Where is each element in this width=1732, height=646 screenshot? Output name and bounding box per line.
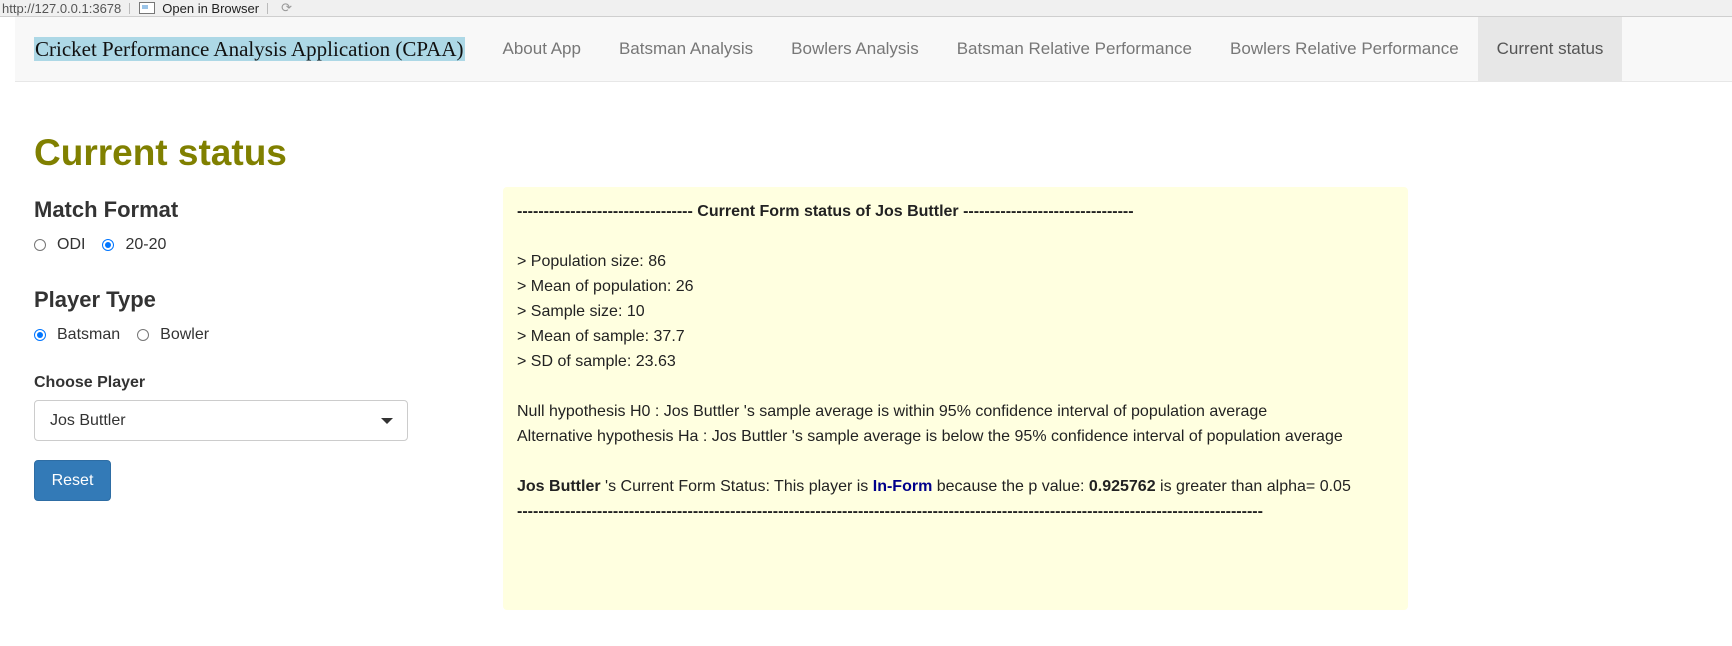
radio-batsman[interactable]: Batsman (34, 326, 120, 344)
player-select[interactable]: Jos Buttler (34, 400, 408, 441)
stat-sample-size: > Sample size: 10 (517, 303, 645, 320)
output-header: --------------------------------- Curren… (517, 199, 1394, 224)
match-format-radio-group: ODI 20-20 (34, 230, 409, 260)
player-select-value: Jos Buttler (50, 411, 126, 429)
output-footer-rule: ----------------------------------------… (517, 503, 1263, 520)
viewer-url: http://127.0.0.1:3678 (2, 0, 122, 16)
p-value: 0.925762 (1088, 478, 1156, 495)
radio-20-20-circle[interactable] (102, 239, 115, 251)
stat-sample-sd: > SD of sample: 23.63 (517, 353, 676, 370)
navbar: Cricket Performance Analysis Application… (15, 17, 1732, 82)
chevron-down-icon (381, 417, 393, 424)
header-rule-right: -------------------------------- (958, 203, 1134, 220)
player-type-title: Player Type (34, 287, 156, 312)
tab-bowlers-relative-performance[interactable]: Bowlers Relative Performance (1230, 39, 1459, 58)
radio-odi[interactable]: ODI (34, 236, 85, 254)
form-status-badge: In-Form (872, 478, 933, 495)
radio-20-20[interactable]: 20-20 (102, 236, 166, 254)
stat-population-size: > Population size: 86 (517, 253, 666, 270)
header-title: Current Form status of Jos Buttler (697, 203, 959, 220)
alternative-hypothesis: Alternative hypothesis Ha : Jos Buttler … (517, 428, 1343, 445)
radio-bowler-circle[interactable] (137, 329, 150, 341)
reset-button[interactable]: Reset (34, 460, 111, 501)
radio-batsman-circle[interactable] (34, 329, 46, 341)
stat-population-mean: > Mean of population: 26 (517, 278, 694, 295)
browser-window-icon (139, 2, 156, 14)
radio-odi-label: ODI (57, 236, 86, 253)
result-text-3: is greater than alpha= 0.05 (1155, 478, 1351, 495)
null-hypothesis: Null hypothesis H0 : Jos Buttler 's samp… (517, 403, 1268, 420)
match-format-title: Match Format (34, 197, 179, 222)
radio-20-20-label: 20-20 (125, 236, 167, 253)
radio-bowler-label: Bowler (160, 326, 210, 343)
tab-bowlers-analysis[interactable]: Bowlers Analysis (791, 39, 919, 58)
radio-odi-circle[interactable] (34, 239, 46, 251)
tab-batsman-analysis[interactable]: Batsman Analysis (618, 39, 754, 58)
navbar-brand[interactable]: Cricket Performance Analysis Application… (15, 17, 484, 81)
result-player-name: Jos Buttler (517, 478, 601, 495)
result-text-2: because the p value: (932, 478, 1089, 495)
result-text-1: 's Current Form Status: This player is (600, 478, 873, 495)
tab-current-status[interactable]: Current status (1477, 17, 1623, 81)
viewer-toolbar: http://127.0.0.1:3678 Open in Browser ⟳ (0, 0, 1732, 17)
sidebar-panel: Match Format ODI 20-20 Player Type Batsm… (34, 190, 409, 501)
choose-player-label: Choose Player (34, 374, 146, 391)
open-in-browser-label: Open in Browser (162, 0, 260, 16)
tab-about-app[interactable]: About App (502, 39, 581, 58)
header-rule-left: --------------------------------- (517, 203, 698, 220)
page-title: Current status (34, 132, 287, 173)
tab-batsman-relative-performance[interactable]: Batsman Relative Performance (956, 39, 1192, 58)
open-in-browser-button[interactable]: Open in Browser (139, 1, 259, 16)
stat-sample-mean: > Mean of sample: 37.7 (517, 328, 685, 345)
toolbar-divider (129, 2, 131, 14)
nav-tabs: About App Batsman Analysis Bowlers Analy… (484, 17, 1623, 81)
toolbar-divider (267, 2, 269, 14)
radio-batsman-label: Batsman (57, 326, 121, 343)
brand-title: Cricket Performance Analysis Application… (34, 37, 465, 61)
refresh-icon[interactable]: ⟳ (281, 0, 293, 15)
current-form-output: --------------------------------- Curren… (503, 187, 1408, 610)
form-status-result: Jos Buttler 's Current Form Status: This… (517, 474, 1394, 499)
radio-bowler[interactable]: Bowler (137, 326, 209, 344)
player-type-radio-group: Batsman Bowler (34, 320, 409, 350)
